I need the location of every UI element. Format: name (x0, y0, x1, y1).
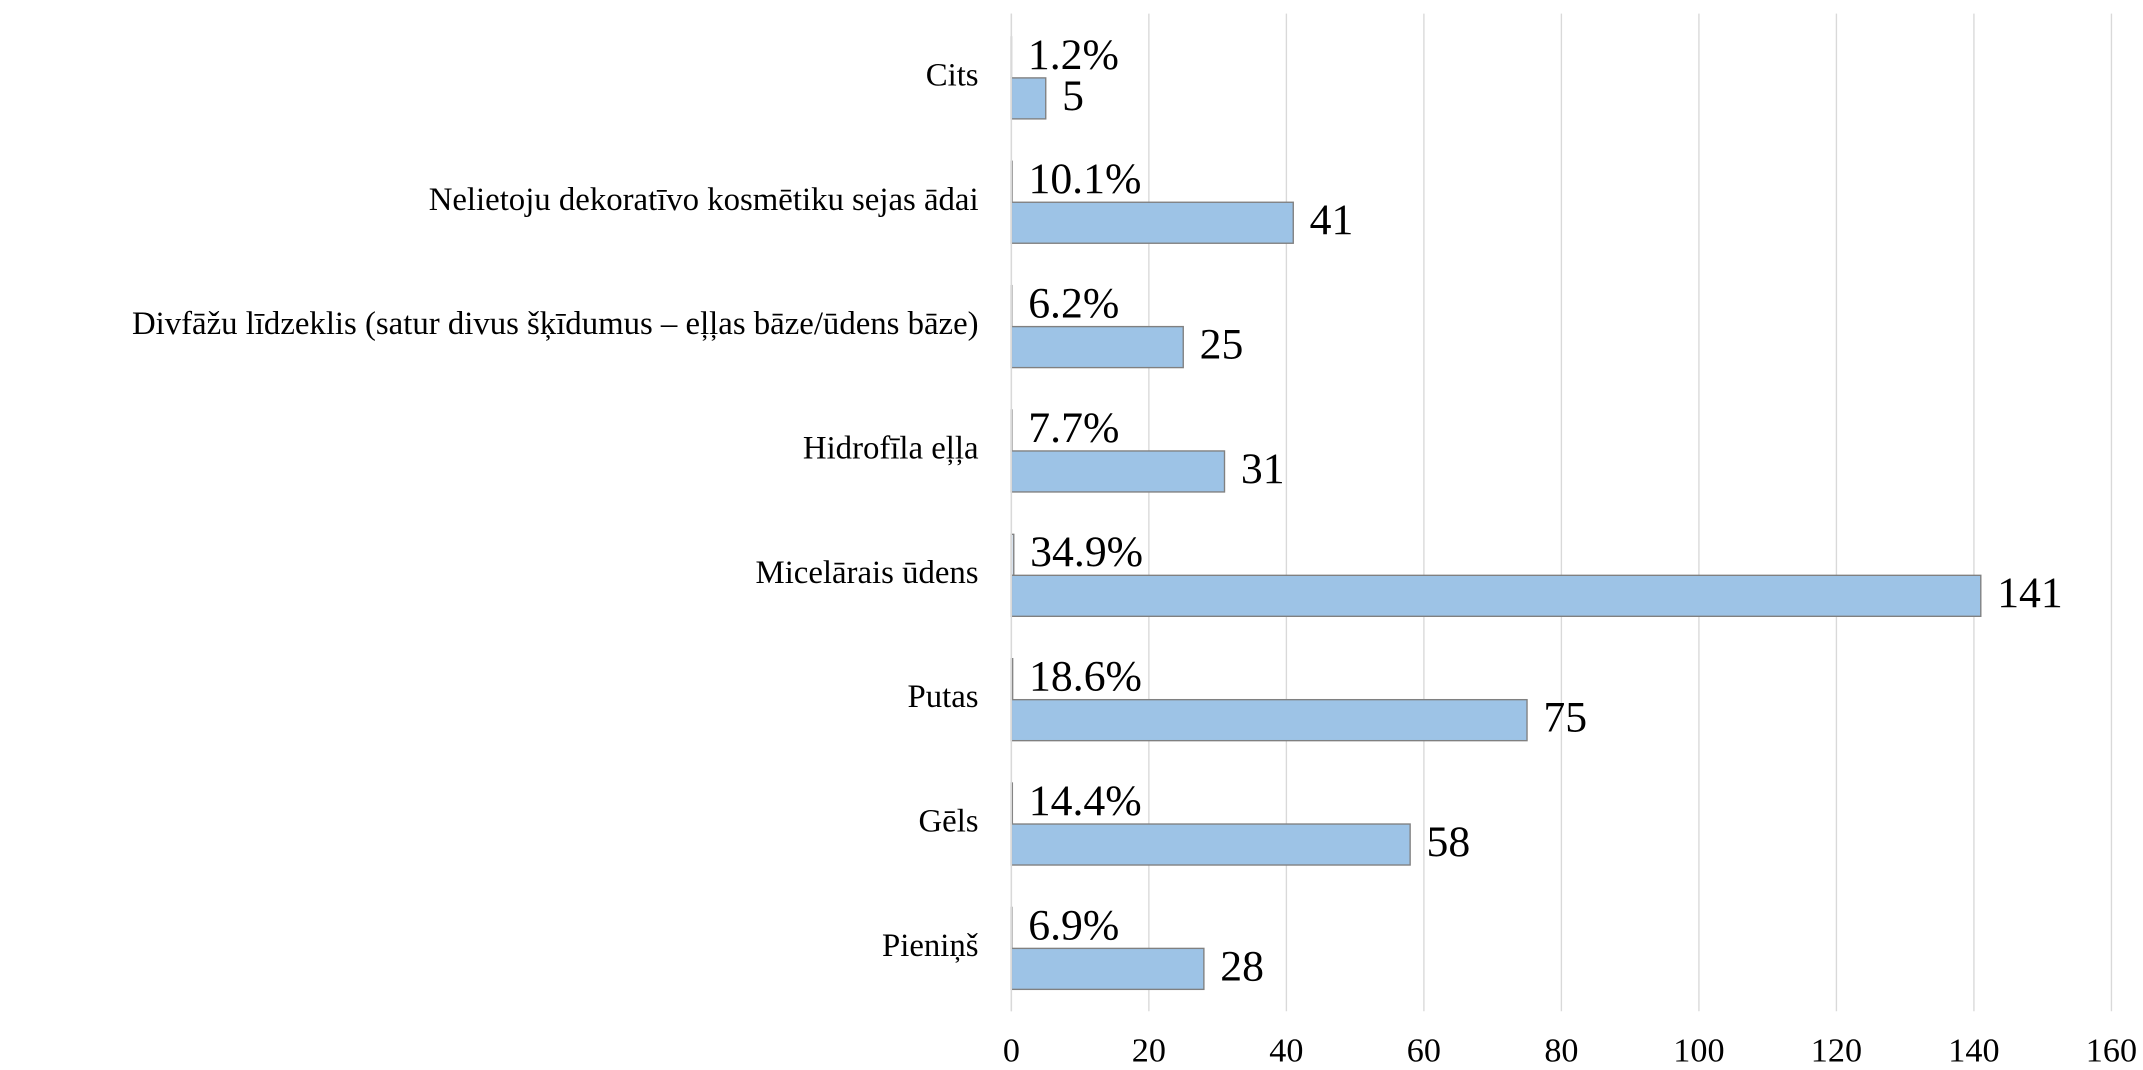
x-tick-label: 160 (2086, 1032, 2137, 1069)
data-label: 34.9% (1030, 528, 1143, 576)
bar (1010, 574, 1982, 617)
category-label: Gēls (918, 804, 978, 840)
x-tick-label: 0 (1003, 1032, 1020, 1069)
x-tick-label: 60 (1407, 1032, 1441, 1069)
category-label: Cits (926, 57, 979, 93)
data-label: 6.2% (1028, 280, 1119, 328)
bar (1010, 823, 1411, 866)
bar (1010, 77, 1047, 120)
bar (1010, 947, 1205, 991)
data-label: 25 (1200, 320, 1244, 368)
data-label: 5 (1062, 72, 1084, 120)
data-label: 1.2% (1028, 31, 1119, 79)
data-label: 18.6% (1029, 653, 1142, 701)
data-label: 41 (1310, 196, 1354, 244)
x-tick-label: 120 (1811, 1032, 1862, 1069)
data-label: 7.7% (1028, 404, 1119, 452)
category-label: Divfāžu līdzeklis (satur divus šķīdumus … (132, 306, 979, 342)
x-tick-label: 80 (1544, 1032, 1578, 1069)
bar (1010, 325, 1184, 369)
x-tick-label: 40 (1269, 1032, 1303, 1069)
x-tick-label: 20 (1132, 1032, 1166, 1069)
bar (1010, 201, 1294, 244)
data-label: 58 (1427, 818, 1471, 866)
data-label: 10.1% (1028, 155, 1141, 203)
data-label: 6.9% (1028, 901, 1119, 949)
x-tick-label: 100 (1673, 1032, 1724, 1069)
data-label: 14.4% (1029, 777, 1142, 825)
data-label: 141 (1997, 569, 2063, 617)
x-tick-label: 140 (1948, 1032, 1999, 1069)
category-label: Hidrofīla eļļa (803, 430, 979, 466)
category-label: Micelārais ūdens (756, 555, 979, 591)
bar (1010, 450, 1226, 493)
category-label: Pieniņš (882, 928, 979, 964)
data-label: 31 (1241, 445, 1285, 493)
bar (1010, 698, 1528, 742)
data-label: 28 (1220, 942, 1264, 990)
category-label: Nelietoju dekoratīvo kosmētiku sejas āda… (429, 182, 979, 218)
data-label: 75 (1543, 694, 1587, 742)
category-label: Putas (908, 679, 979, 715)
